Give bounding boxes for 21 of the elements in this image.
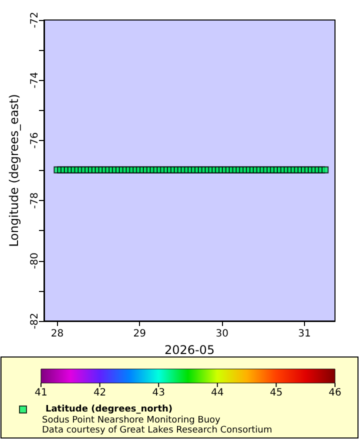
x-tick-label: 28 xyxy=(50,328,64,340)
color-bar-label: 42 xyxy=(93,388,106,398)
color-bar-label: 46 xyxy=(328,388,342,398)
x-tick-label: 30 xyxy=(216,328,228,340)
legend-label: Latitude (degrees_north) xyxy=(46,404,173,414)
y-tick-label: -80 xyxy=(30,252,40,269)
y-tick-label: -72 xyxy=(30,12,40,28)
color-bar-label: 44 xyxy=(211,388,224,398)
x-tick-label: 29 xyxy=(133,328,146,340)
y-tick-label: -76 xyxy=(30,132,40,149)
text: Data courtesy of Great Lakes Research Consortium xyxy=(42,426,272,436)
y-axis-title: Longitude (degrees_east) xyxy=(7,94,21,247)
text: Sodus Point Nearshore Monitoring Buoy xyxy=(42,416,222,426)
color-bar-label: 43 xyxy=(152,388,165,398)
y-tick-label: -74 xyxy=(30,72,40,88)
x-axis-title: 2026-05 xyxy=(164,342,215,357)
color-bar-label: 45 xyxy=(270,388,283,398)
color-bar-label: 41 xyxy=(34,388,48,398)
y-tick-label: -78 xyxy=(30,192,40,209)
x-tick-label: 31 xyxy=(298,328,311,340)
y-tick-label: -82 xyxy=(30,312,40,330)
